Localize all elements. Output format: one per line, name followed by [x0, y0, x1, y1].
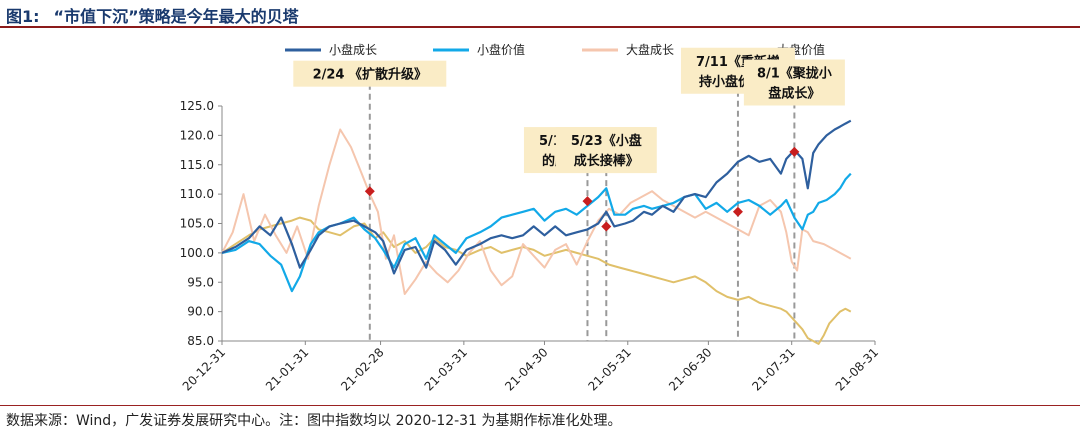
event-markers: [364, 146, 800, 232]
title-rule: [0, 26, 1080, 28]
event-marker: [364, 186, 375, 197]
legend-label-1: 小盘价值: [477, 42, 525, 57]
x-tick-label: 21-07-31: [749, 345, 797, 393]
legend-label-0: 小盘成长: [329, 42, 377, 57]
annotation-box: [555, 127, 657, 174]
figure-number: 图1:: [6, 7, 40, 26]
x-tick-label: 21-01-31: [263, 345, 311, 393]
annotation-box: [293, 60, 447, 87]
figure-title: 图1: “市值下沉”策略是今年最大的贝塔: [6, 3, 299, 27]
y-tick-label: 105.0: [180, 217, 214, 231]
x-tick-label: 21-05-31: [585, 345, 633, 393]
event-marker: [789, 146, 800, 157]
source-note: 数据来源：Wind，广发证券发展研究中心。注：图中指数均以 2020-12-31…: [6, 413, 622, 429]
y-tick-label: 85.0: [187, 334, 214, 348]
y-tick-label: 115.0: [180, 158, 214, 172]
event-marker: [601, 221, 612, 232]
annotation-box: [743, 59, 845, 106]
series-line-0: [221, 119, 852, 275]
x-tick-label: 21-03-31: [422, 345, 470, 393]
x-tick-label: 21-04-30: [502, 345, 550, 393]
y-tick-label: 90.0: [187, 305, 214, 319]
x-tick-label: 20-12-31: [180, 345, 228, 393]
y-tick-label: 120.0: [180, 128, 214, 142]
line-chart: 小盘成长 小盘价值 大盘成长 大盘价值 85.090.095.0100.0105.01…: [180, 42, 881, 394]
event-marker: [732, 206, 743, 217]
series-line-3: [221, 216, 852, 345]
annotation-text: 成长接棒》: [574, 153, 639, 169]
series-line-2: [221, 128, 852, 295]
legend-label-2: 大盘成长: [626, 42, 674, 57]
legend: 小盘成长 小盘价值 大盘成长 大盘价值: [285, 42, 825, 57]
x-tick-label: 21-06-30: [666, 345, 714, 393]
annotation-text: 5/23《小盘: [571, 133, 642, 149]
event-marker: [582, 196, 593, 207]
y-tick-label: 100.0: [180, 246, 214, 260]
x-tick-label: 21-02-28: [338, 345, 386, 393]
annotation-text: 2/24 《扩散升级》: [313, 67, 427, 83]
figure-title-text: “市值下沉”策略是今年最大的贝塔: [53, 7, 299, 26]
annotation-text: 盘成长》: [768, 86, 820, 102]
series-line-1: [221, 172, 852, 293]
series-lines: [221, 119, 852, 345]
y-tick-label: 110.0: [180, 187, 214, 201]
x-tick-label: 21-08-31: [833, 345, 881, 393]
annotation-text: 8/1《聚拢小: [757, 66, 832, 82]
y-tick-label: 95.0: [187, 275, 214, 289]
y-tick-label: 125.0: [180, 99, 214, 113]
event-annotations: 2/24 《扩散升级》5/16《周期交易的胜率与赔率》5/23《小盘成长接棒》7…: [293, 47, 845, 174]
source-rule: [0, 405, 1080, 406]
